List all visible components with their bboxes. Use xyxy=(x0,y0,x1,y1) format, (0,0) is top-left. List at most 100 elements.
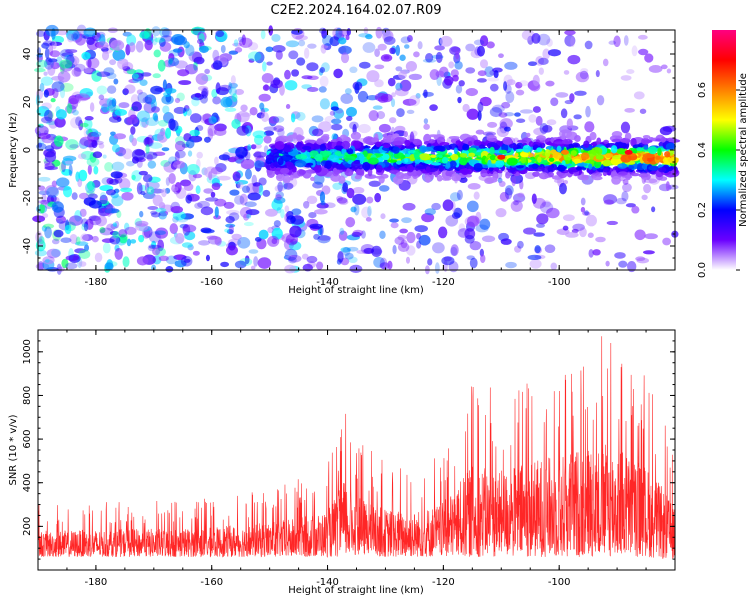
heatmap-cell xyxy=(138,170,149,176)
heatmap-cell xyxy=(302,145,312,151)
heatmap-cell xyxy=(81,218,89,228)
heatmap-cell xyxy=(395,160,402,165)
heatmap-cell xyxy=(283,182,294,190)
heatmap-cell xyxy=(313,233,320,240)
heatmap-cell xyxy=(655,155,661,160)
heatmap-cell xyxy=(319,143,327,152)
heatmap-cell xyxy=(253,143,262,149)
heatmap-cell xyxy=(306,162,314,166)
heatmap-cell xyxy=(517,192,525,198)
x-tick-label: -140 xyxy=(316,277,339,288)
heatmap-cell xyxy=(226,229,234,235)
heatmap-cell xyxy=(125,117,133,126)
heatmap-cell xyxy=(589,131,597,141)
heatmap-cell xyxy=(240,104,248,112)
heatmap-cell xyxy=(122,88,129,96)
heatmap-cell xyxy=(261,111,269,123)
heatmap-cell xyxy=(54,117,66,128)
heatmap-cell xyxy=(108,99,117,112)
heatmap-cell xyxy=(119,234,128,244)
heatmap-cell xyxy=(122,148,133,160)
heatmap-cell xyxy=(211,182,221,191)
heatmap-cell xyxy=(183,258,191,263)
heatmap-cell xyxy=(641,194,648,201)
heatmap-cell xyxy=(290,238,298,245)
heatmap-cell xyxy=(41,102,52,110)
heatmap-cell xyxy=(511,174,516,187)
heatmap-cell xyxy=(243,221,254,227)
heatmap-cell xyxy=(642,250,655,255)
heatmap-cell xyxy=(277,128,285,137)
heatmap-cell xyxy=(146,186,155,195)
heatmap-cell xyxy=(96,71,111,77)
heatmap-cell xyxy=(112,222,117,227)
heatmap-cell xyxy=(50,62,60,70)
heatmap-cell xyxy=(424,208,436,216)
heatmap-cell xyxy=(94,252,103,263)
heatmap-cell xyxy=(550,262,558,271)
heatmap-cell xyxy=(395,82,403,91)
heatmap-cell xyxy=(226,209,240,215)
heatmap-cell xyxy=(550,97,559,107)
heatmap-cell xyxy=(387,159,398,163)
heatmap-cell xyxy=(65,139,79,150)
heatmap-cell xyxy=(174,181,182,193)
heatmap-cell xyxy=(338,37,347,45)
heatmap-cell xyxy=(89,142,94,151)
heatmap-cell xyxy=(154,37,166,43)
heatmap-cell xyxy=(284,69,291,80)
heatmap-cell xyxy=(295,111,306,121)
heatmap-cell xyxy=(592,176,603,181)
heatmap-cell xyxy=(515,89,525,96)
heatmap-cell xyxy=(172,48,183,53)
heatmap-cell xyxy=(647,146,658,155)
heatmap-cell xyxy=(306,62,319,72)
heatmap-cell xyxy=(546,119,557,126)
heatmap-cell xyxy=(263,130,275,136)
heatmap-cell xyxy=(291,208,302,216)
heatmap-cell xyxy=(52,88,59,99)
heatmap-cell xyxy=(506,79,516,86)
heatmap-hotspot xyxy=(560,149,569,155)
heatmap-cell xyxy=(377,43,387,51)
heatmap-cell xyxy=(56,266,65,272)
heatmap-cell xyxy=(611,154,623,160)
heatmap-cell xyxy=(147,205,159,210)
heatmap-cell xyxy=(457,228,470,238)
heatmap-cell xyxy=(333,68,343,79)
heatmap-cell xyxy=(319,191,326,203)
heatmap-cell xyxy=(247,144,252,151)
heatmap-cell xyxy=(412,138,422,146)
heatmap-cell xyxy=(200,87,209,98)
heatmap-cell xyxy=(261,72,274,84)
y-tick-label: 400 xyxy=(22,473,33,492)
heatmap-cell xyxy=(64,54,71,61)
heatmap-cell xyxy=(402,202,416,211)
heatmap-cell xyxy=(174,140,186,152)
heatmap-cell xyxy=(532,106,541,113)
heatmap-cell xyxy=(192,173,203,179)
heatmap-cell xyxy=(257,257,272,269)
y-tick-label: 20 xyxy=(22,96,33,109)
heatmap-cell xyxy=(225,245,238,256)
heatmap-cell xyxy=(161,188,167,198)
heatmap-cell xyxy=(114,109,128,116)
heatmap-cell xyxy=(174,151,180,163)
heatmap-cell xyxy=(231,93,238,103)
heatmap-cell xyxy=(448,61,455,69)
heatmap-cell xyxy=(574,135,581,143)
heatmap-cell xyxy=(513,137,519,144)
spectrogram-y-axis-label: Frequency (Hz) xyxy=(8,112,19,188)
heatmap-cell xyxy=(258,184,264,196)
heatmap-cell xyxy=(71,31,83,43)
heatmap-cell xyxy=(201,88,209,99)
heatmap-cell xyxy=(114,247,123,260)
heatmap-cell xyxy=(250,144,257,150)
heatmap-cell xyxy=(606,220,619,226)
heatmap-cell xyxy=(638,48,649,56)
heatmap-cell xyxy=(295,135,305,141)
heatmap-cell xyxy=(306,255,318,263)
heatmap-cell xyxy=(42,256,55,265)
heatmap-cell xyxy=(341,140,351,150)
heatmap-cell xyxy=(254,51,265,64)
